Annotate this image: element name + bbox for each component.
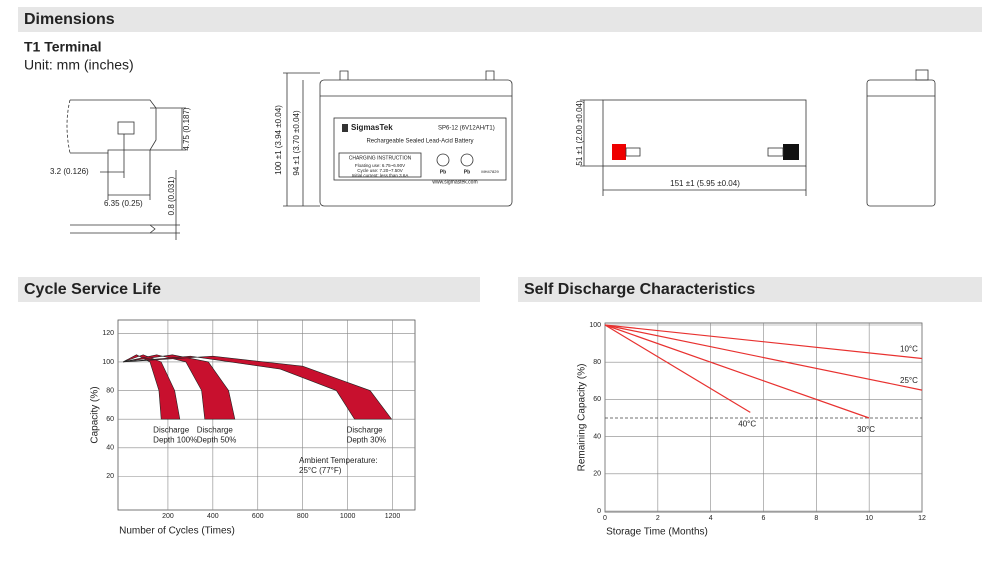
capacity-band [122,355,393,420]
y-tick-label: 20 [593,471,601,478]
dimension-label: 151 ±1 (5.95 ±0.04) [670,179,740,188]
x-tick-label: 6 [762,515,766,522]
x-tick-label: 800 [297,513,309,520]
terminal-drawing [66,99,186,240]
annotation: 25°C (77°F) [299,466,342,475]
symbol: Pb [440,169,446,175]
y-tick-label: 20 [106,473,114,480]
y-tick-label: 80 [106,387,114,394]
charging-title: CHARGING INSTRUCTION [349,155,412,161]
dimension-label: 0.8 (0.031) [167,176,176,215]
side-view-drawing [866,69,936,207]
discharge-line [604,324,923,391]
x-tick-label: 600 [252,513,264,520]
description: Rechargeable Sealed Lead-Acid Battery [366,139,473,145]
x-axis-label: Storage Time (Months) [606,527,708,538]
front-view-drawing [283,70,513,207]
model: SP6-12 (6V12AH/T1) [438,126,495,132]
section-title: Self Discharge Characteristics [524,281,755,298]
website: www.sigmastek.com [432,179,477,185]
band-label: Discharge [347,425,384,434]
y-tick-label: 80 [593,359,601,366]
y-tick-label: 120 [102,330,114,337]
annotation: Ambient Temperature: [299,456,378,465]
x-axis-label: Number of Cycles (Times) [119,526,235,537]
band-label: Discharge [197,425,234,434]
y-tick-label: 40 [106,445,114,452]
symbol: Pb [464,169,470,175]
y-tick-label: 60 [106,416,114,423]
discharge-line [604,324,923,360]
x-tick-label: 400 [207,513,219,520]
band-label: Depth 100% [153,435,197,444]
header-bar [18,277,480,302]
y-tick-label: 60 [593,396,601,403]
y-tick-label: 40 [593,433,601,440]
terminal-unit: Unit: mm (inches) [24,57,134,73]
x-tick-label: 4 [709,515,713,522]
y-tick-label: 100 [102,359,114,366]
top-view-drawing [580,99,807,196]
terminal-title: T1 Terminal [24,39,102,55]
x-tick-label: 1200 [385,513,401,520]
charging-line: Cycle use: 7.20~7.50V [357,168,402,173]
y-axis-label: Capacity (%) [90,386,101,443]
series-label: 40°C [738,420,756,429]
series-label: 25°C [900,376,918,385]
dimension-label: 100 ±1 (3.94 ±0.04) [274,105,283,175]
x-tick-label: 1000 [340,513,356,520]
dimension-label: 51 ±1 (2.00 ±0.04) [575,100,584,166]
x-tick-label: 0 [603,515,607,522]
y-tick-label: 0 [597,508,601,515]
x-tick-label: 12 [918,515,926,522]
dimension-label: 3.2 (0.126) [50,167,89,176]
header-bar [18,7,982,32]
band-label: Depth 50% [197,435,237,444]
x-tick-label: 10 [865,515,873,522]
section-title: Cycle Service Life [24,281,161,298]
header-bar [518,277,982,302]
x-tick-label: 200 [162,513,174,520]
charging-line: Floating use: 6.75~6.90V [355,163,405,168]
dimension-label: 6.35 (0.25) [104,199,143,208]
dimension-label: 94 ±1 (3.70 ±0.04) [292,110,301,176]
discharge-line [604,324,870,419]
series-label: 30°C [857,425,875,434]
y-tick-label: 100 [589,322,601,329]
band-label: Discharge [153,425,190,434]
band-label: Depth 30% [347,435,387,444]
section-title: Dimensions [24,11,115,28]
series-label: 10°C [900,345,918,354]
x-tick-label: 2 [656,515,660,522]
cert: MH47829 [481,169,499,174]
charging-line: Initial current: less than 3.6A [352,173,409,178]
brand: SigmasTek [351,123,393,132]
discharge-line [604,324,751,413]
dimension-label: 4.75 (0.187) [182,107,191,150]
y-axis-label: Remaining Capacity (%) [577,364,588,472]
x-tick-label: 8 [814,515,818,522]
